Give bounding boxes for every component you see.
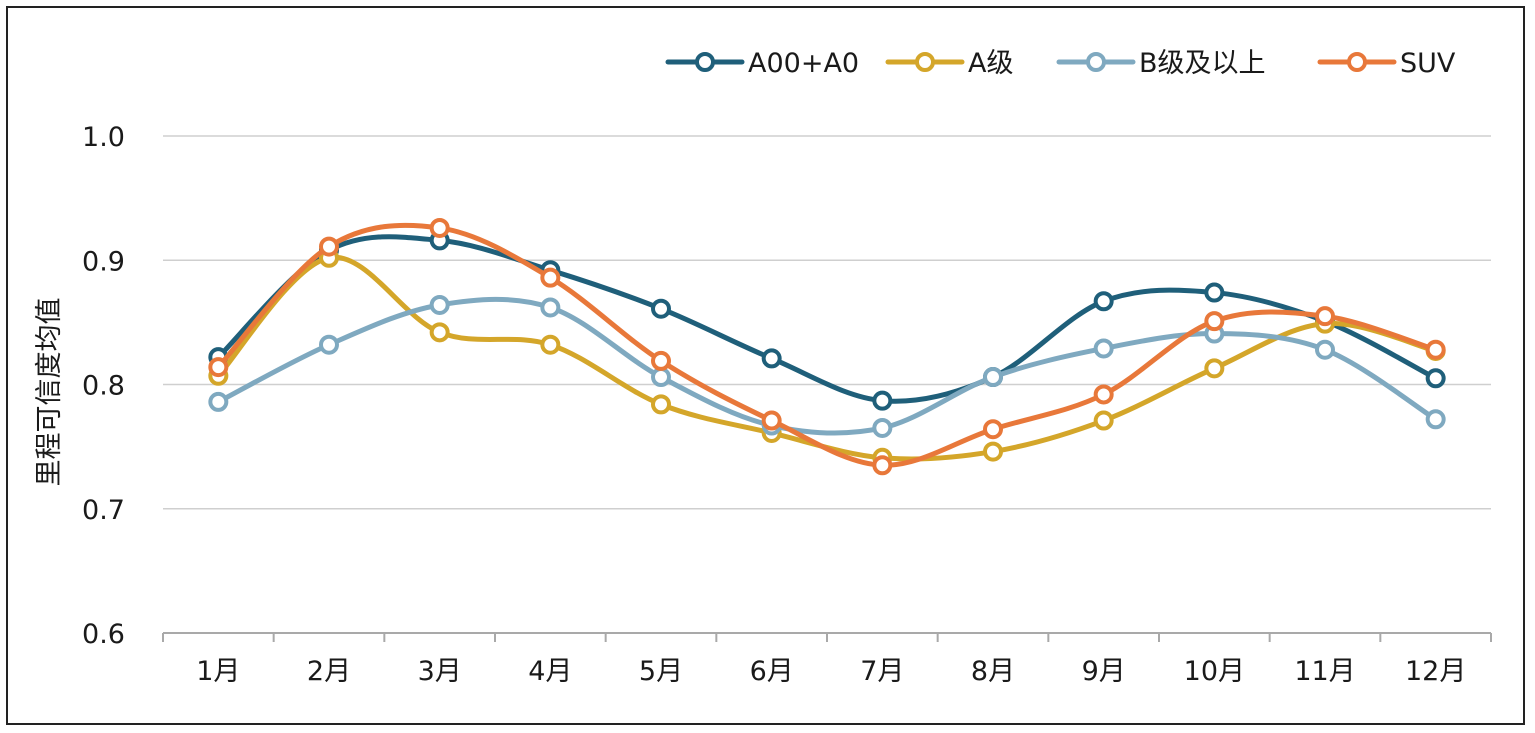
legend-label: SUV bbox=[1400, 48, 1456, 79]
data-point bbox=[208, 357, 229, 378]
x-axis bbox=[162, 632, 1492, 642]
x-axis-ticks: 1月 2月 3月 4月 5月 6月 7月 8月 9月 10月 11月 12月 bbox=[196, 656, 1466, 687]
data-point bbox=[319, 334, 339, 355]
x-tick-label: 9月 bbox=[1082, 656, 1126, 687]
data-point bbox=[1315, 306, 1335, 327]
y-tick-label: 0.6 bbox=[82, 619, 125, 650]
data-point bbox=[1425, 339, 1446, 360]
series-line bbox=[215, 222, 1439, 468]
x-tick-label: 11月 bbox=[1294, 656, 1355, 687]
data-point bbox=[761, 410, 782, 431]
data-point bbox=[983, 367, 1003, 388]
data-point bbox=[319, 236, 339, 257]
legend-swatch-marker bbox=[695, 52, 715, 72]
data-point bbox=[1425, 409, 1446, 430]
y-tick-label: 0.7 bbox=[82, 495, 125, 526]
x-tick-label: 5月 bbox=[639, 656, 683, 687]
series-lines bbox=[208, 217, 1446, 476]
x-tick-label: 8月 bbox=[971, 656, 1015, 687]
data-point bbox=[1204, 282, 1225, 303]
data-point bbox=[1315, 339, 1335, 360]
data-point bbox=[872, 455, 893, 476]
legend-label: A级 bbox=[968, 48, 1013, 79]
data-point bbox=[540, 334, 561, 355]
legend-item: A级 bbox=[885, 48, 1013, 79]
data-point bbox=[983, 441, 1003, 462]
legend-item: B级及以上 bbox=[1056, 48, 1266, 79]
data-point bbox=[1093, 410, 1114, 431]
data-point bbox=[1093, 338, 1114, 359]
y-axis-title: 里程可信度均值 bbox=[34, 298, 65, 487]
data-point bbox=[1093, 291, 1114, 312]
y-axis-ticks: 0.6 0.7 0.8 0.9 1.0 bbox=[82, 122, 125, 650]
data-point bbox=[1093, 384, 1114, 405]
data-point bbox=[429, 322, 450, 343]
y-tick-label: 1.0 bbox=[82, 122, 125, 153]
y-tick-label: 0.8 bbox=[82, 371, 125, 402]
data-point bbox=[872, 417, 893, 438]
series-4 bbox=[208, 217, 1446, 476]
legend-swatch-marker bbox=[1086, 52, 1106, 72]
series-1 bbox=[208, 230, 1446, 411]
data-point bbox=[651, 350, 671, 371]
series-line bbox=[215, 296, 1439, 436]
data-point bbox=[651, 298, 671, 319]
legend-label: A00+A0 bbox=[748, 48, 859, 79]
legend-item: A00+A0 bbox=[665, 48, 859, 79]
series-line bbox=[215, 234, 1439, 404]
data-point bbox=[761, 348, 782, 369]
legend-swatch-marker bbox=[1347, 52, 1367, 72]
data-point bbox=[872, 390, 893, 411]
data-point bbox=[540, 297, 561, 318]
data-point bbox=[429, 294, 450, 315]
y-tick-label: 0.9 bbox=[82, 246, 125, 277]
legend: A00+A0 A级 B级及以上 SUV bbox=[665, 48, 1456, 79]
data-point bbox=[1204, 358, 1225, 379]
x-tick-label: 7月 bbox=[860, 656, 904, 687]
x-tick-label: 1月 bbox=[196, 656, 240, 687]
x-tick-label: 3月 bbox=[418, 656, 462, 687]
data-point bbox=[651, 367, 671, 388]
data-point bbox=[208, 391, 229, 412]
series-3 bbox=[208, 294, 1446, 438]
data-point bbox=[429, 217, 450, 238]
x-tick-label: 2月 bbox=[307, 656, 351, 687]
data-point bbox=[1425, 368, 1446, 389]
gridlines bbox=[163, 135, 1491, 510]
x-tick-label: 10月 bbox=[1184, 656, 1245, 687]
legend-swatch-marker bbox=[915, 52, 935, 72]
data-point bbox=[983, 419, 1003, 440]
data-point bbox=[540, 267, 561, 288]
x-tick-label: 6月 bbox=[750, 656, 794, 687]
x-tick-label: 12月 bbox=[1405, 656, 1466, 687]
data-point bbox=[1204, 311, 1225, 332]
series-line bbox=[215, 254, 1439, 462]
legend-item: SUV bbox=[1317, 48, 1456, 79]
legend-label: B级及以上 bbox=[1139, 48, 1266, 79]
x-tick-label: 4月 bbox=[528, 656, 572, 687]
data-point bbox=[651, 394, 671, 415]
